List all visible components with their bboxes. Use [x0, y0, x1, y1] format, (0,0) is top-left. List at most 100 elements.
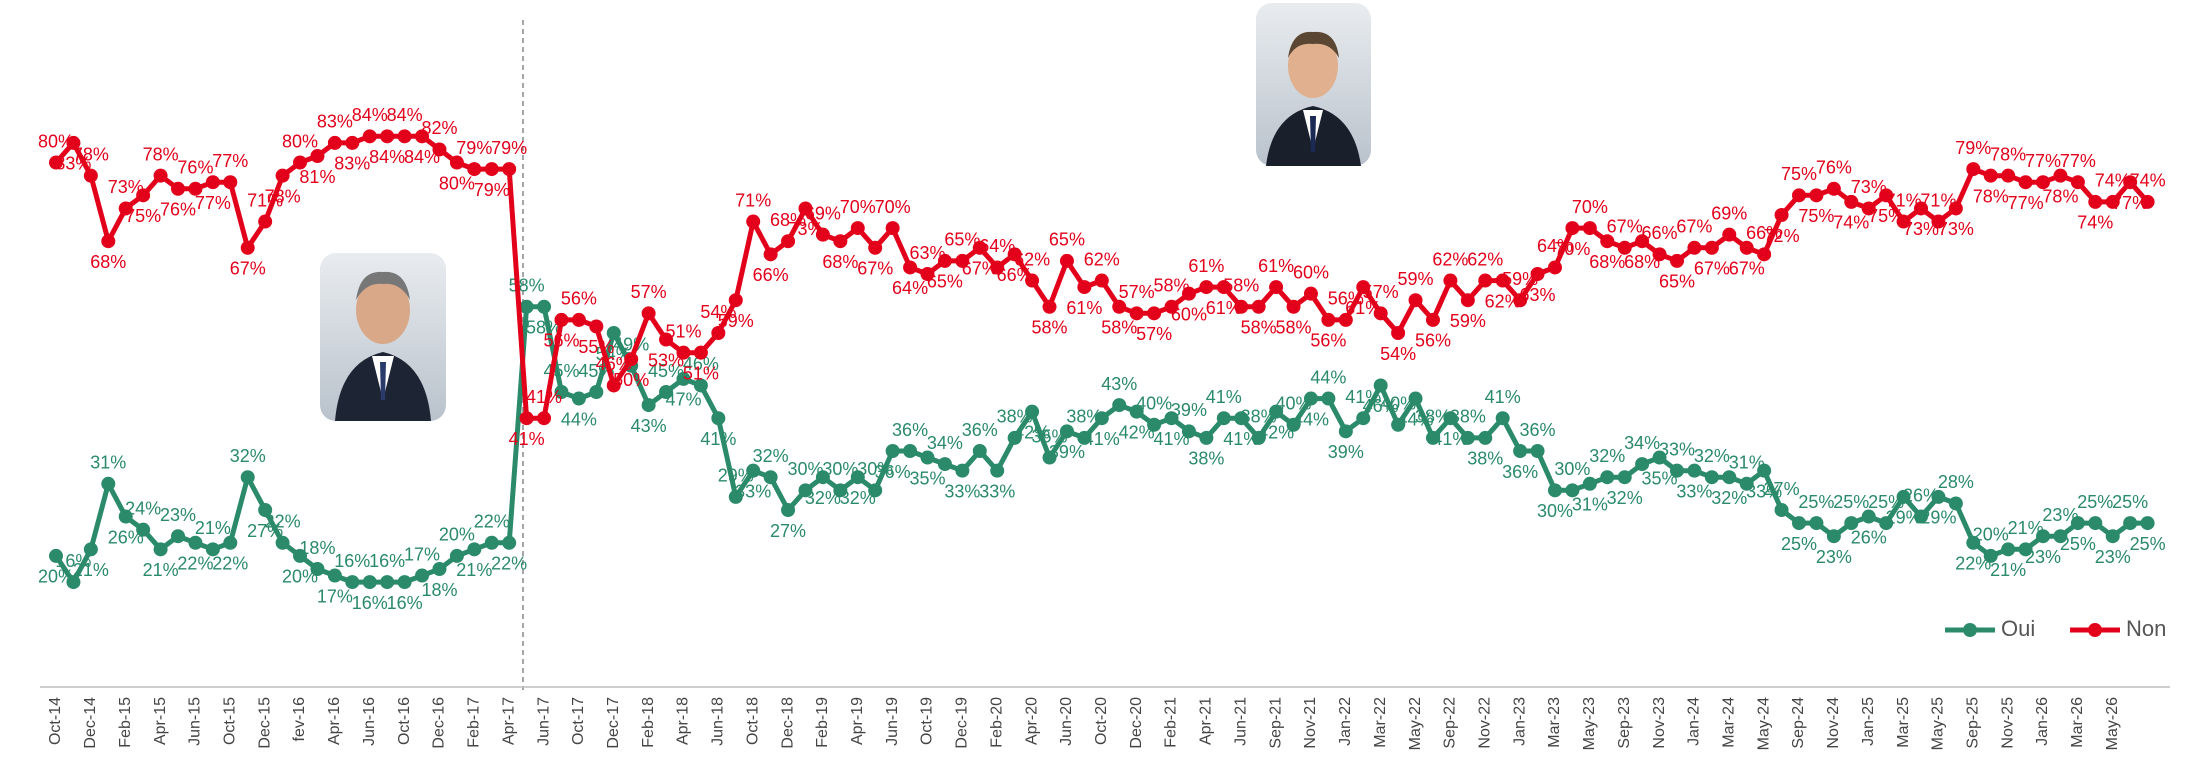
point [467, 542, 482, 557]
point [1704, 470, 1719, 485]
x-tick-label: Feb-19 [814, 697, 831, 748]
point [798, 483, 813, 498]
point [502, 162, 517, 177]
point [2088, 194, 2103, 209]
point [1652, 247, 1667, 262]
point [1321, 312, 1336, 327]
point [1757, 463, 1772, 478]
point [66, 135, 81, 150]
x-tick-label: May-22 [1407, 697, 1424, 750]
point [1216, 411, 1231, 426]
data-label: 51% [665, 321, 701, 341]
point [728, 293, 743, 308]
point [641, 306, 656, 321]
point [850, 221, 865, 236]
point [624, 352, 639, 367]
data-label: 54% [700, 302, 736, 322]
data-label: 62% [1014, 249, 1050, 269]
data-label: 77% [212, 151, 248, 171]
data-label: 56% [561, 289, 597, 309]
data-label: 20% [1973, 525, 2009, 545]
point [1303, 391, 1318, 406]
x-tick-label: Jan-24 [1686, 697, 1703, 746]
x-tick-label: Jun-17 [535, 697, 552, 746]
point [1356, 411, 1371, 426]
data-label: 79% [1955, 138, 1991, 158]
point [833, 234, 848, 249]
x-tick-label: Apr-16 [326, 697, 343, 745]
point [1687, 240, 1702, 255]
data-label: 75% [125, 206, 161, 226]
x-tick-label: Feb-15 [117, 697, 134, 748]
data-label: 74% [2077, 213, 2113, 233]
x-tick-label: Oct-17 [570, 697, 587, 745]
data-label: 79% [456, 138, 492, 158]
point [258, 503, 273, 517]
point [1042, 450, 1057, 465]
data-label: 73% [108, 177, 144, 197]
data-label: 62% [1467, 249, 1503, 269]
data-label: 73% [787, 219, 823, 239]
series-oui: 20%16%21%31%26%24%21%23%22%21%22%32%27%2… [38, 276, 2166, 613]
point [1443, 273, 1458, 288]
data-label: 74% [2130, 171, 2166, 191]
data-label: 42% [1014, 422, 1050, 442]
data-label: 20% [38, 567, 74, 587]
data-label: 30% [857, 459, 893, 479]
x-tick-label: Nov-22 [1476, 697, 1493, 749]
point [589, 385, 604, 399]
data-label: 38% [1188, 449, 1224, 469]
point [484, 162, 499, 177]
point [571, 391, 586, 406]
point [83, 168, 98, 183]
point [1408, 293, 1423, 308]
point [1635, 457, 1650, 472]
point [1896, 214, 1911, 229]
point [1408, 391, 1423, 406]
data-label: 21% [73, 560, 109, 580]
x-tick-label: Apr-19 [849, 697, 866, 745]
data-label: 66% [997, 265, 1033, 285]
data-label: 17% [404, 544, 440, 564]
point [1199, 280, 1214, 295]
x-tick-label: Jun-16 [361, 697, 378, 746]
data-label: 29% [718, 466, 754, 486]
point [1495, 273, 1510, 288]
point [2088, 516, 2103, 531]
data-label: 32% [1607, 488, 1643, 508]
data-label: 77% [195, 193, 231, 213]
data-label: 31% [90, 453, 126, 473]
x-tick-label: Oct-15 [222, 697, 239, 745]
x-tick-label: Dec-19 [954, 697, 971, 749]
point [815, 470, 830, 485]
point [83, 542, 98, 557]
point [1077, 280, 1092, 295]
data-label: 16% [334, 551, 370, 571]
data-label: 60% [1171, 304, 1207, 324]
x-tick-label: Sep-22 [1442, 697, 1459, 749]
x-tick-label: Jan-26 [2034, 697, 2051, 746]
data-label: 33% [979, 481, 1015, 501]
data-label: 77% [2008, 193, 2044, 213]
point [1164, 411, 1179, 426]
point [2018, 175, 2033, 190]
data-label: 21% [1990, 560, 2026, 580]
data-label: 73% [1938, 219, 1974, 239]
data-label: 41% [509, 429, 545, 449]
data-label: 16% [387, 593, 423, 613]
point [2070, 516, 2085, 531]
data-label: 74% [2095, 171, 2131, 191]
point [2053, 168, 2068, 183]
data-label: 22% [474, 512, 510, 532]
data-label: 38% [1415, 407, 1451, 427]
point [467, 162, 482, 177]
point [1269, 280, 1284, 295]
point [136, 188, 151, 203]
data-label: 84% [404, 147, 440, 167]
data-label: 36% [1502, 462, 1538, 482]
point [1704, 240, 1719, 255]
point [554, 312, 569, 327]
data-label: 23% [2042, 505, 2078, 525]
point [49, 548, 63, 563]
point [1844, 194, 1859, 209]
